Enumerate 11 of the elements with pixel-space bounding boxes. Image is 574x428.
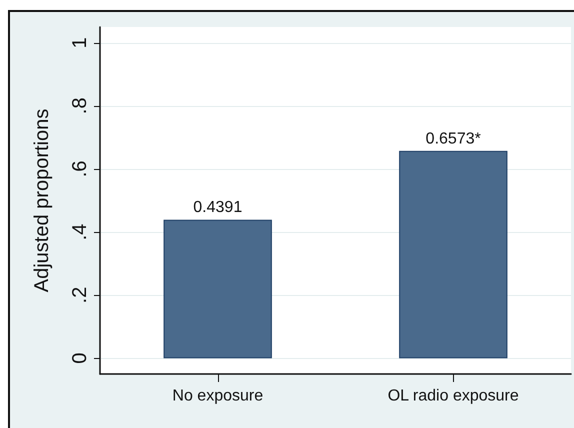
data-label: 0.6573* [426, 130, 481, 148]
y-tick-label: 0 [69, 352, 91, 364]
y-tick-label: .8 [69, 98, 91, 114]
y-tick-label: .4 [69, 224, 91, 240]
x-tick-label: No exposure [172, 388, 264, 404]
y-tick-label: .2 [69, 286, 91, 304]
data-label: 0.4391 [193, 199, 242, 216]
y-tick-label: 1 [69, 37, 91, 48]
x-tick-label: OL radio exposure [388, 388, 519, 404]
y-tick-label: .6 [69, 160, 91, 178]
y-axis-title: Adjusted proportions [31, 108, 53, 292]
